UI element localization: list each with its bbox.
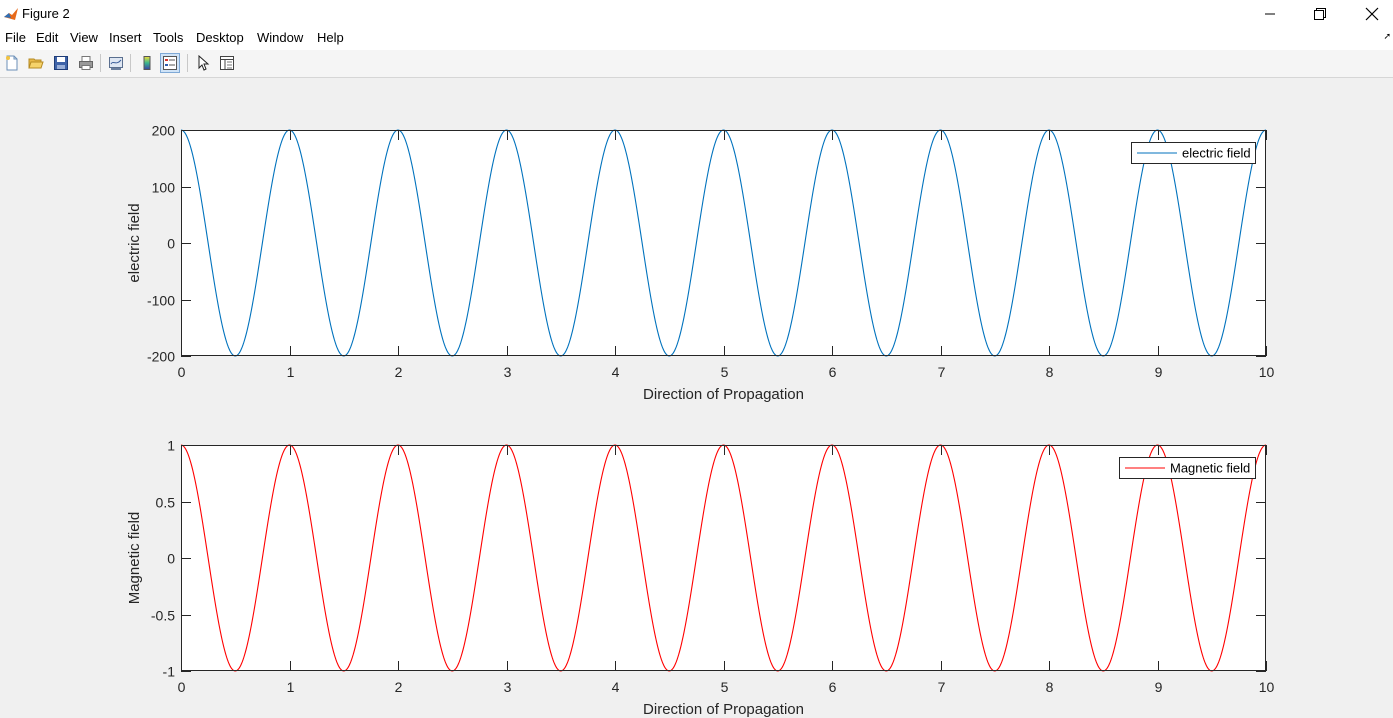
save-icon bbox=[54, 56, 68, 70]
save-button[interactable] bbox=[51, 53, 71, 73]
y-tick-label: 0.5 bbox=[156, 495, 176, 511]
menu-help[interactable]: Help bbox=[317, 30, 344, 45]
x-tick-label: 7 bbox=[938, 679, 946, 695]
toolbar-separator bbox=[100, 54, 101, 72]
property-inspector-icon bbox=[220, 56, 234, 70]
axes-2[interactable]: 0 1 2 3 4 5 6 7 8 9 10 1 0.5 0 -0.5 -1 Direction of Prop… bbox=[126, 438, 1274, 718]
y-tick-label: 200 bbox=[152, 123, 176, 139]
legend-label: Magnetic field bbox=[1170, 461, 1250, 476]
menu-window[interactable]: Window bbox=[257, 30, 304, 45]
matlab-logo-icon bbox=[4, 8, 18, 20]
x-tick-label: 0 bbox=[178, 364, 186, 380]
edit-plot-button[interactable] bbox=[193, 53, 213, 73]
insert-legend-icon bbox=[163, 56, 177, 70]
window-title: Figure 2 bbox=[22, 6, 70, 21]
x-tick-label: 2 bbox=[395, 364, 403, 380]
y-tick-label: -200 bbox=[147, 349, 175, 365]
menu-bar: File Edit View Insert Tools Desktop Wind… bbox=[0, 28, 1393, 50]
y-tick-label: 100 bbox=[152, 180, 176, 196]
insert-legend-button[interactable] bbox=[160, 53, 180, 73]
x-tick-label: 6 bbox=[829, 364, 837, 380]
y-axis-label: Magnetic field bbox=[126, 512, 143, 605]
insert-colorbar-icon bbox=[143, 56, 151, 70]
x-tick-label: 6 bbox=[829, 679, 837, 695]
x-axis-label: Direction of Propagation bbox=[643, 701, 804, 718]
y-tick-label: -0.5 bbox=[151, 608, 175, 624]
minimize-icon bbox=[1265, 13, 1275, 15]
close-button[interactable] bbox=[1349, 0, 1393, 28]
y-tick-label: 0 bbox=[167, 551, 175, 567]
axes-1[interactable]: 0 1 2 3 4 5 6 7 8 9 10 200 100 0 -100 -200 Direction of … bbox=[126, 123, 1274, 404]
dock-figure-icon[interactable]: ➚ bbox=[1383, 31, 1391, 41]
edit-plot-arrow-icon bbox=[198, 55, 210, 71]
x-tick-label: 3 bbox=[504, 364, 512, 380]
x-tick-label: 5 bbox=[721, 679, 729, 695]
print-icon bbox=[79, 56, 93, 70]
x-tick-label: 4 bbox=[612, 364, 620, 380]
legend-box bbox=[1119, 457, 1256, 479]
toolbar-separator bbox=[187, 54, 188, 72]
legend[interactable]: Magnetic field bbox=[1119, 457, 1256, 479]
axes-background bbox=[181, 445, 1266, 671]
close-icon bbox=[1365, 7, 1379, 21]
insert-colorbar-button[interactable] bbox=[137, 53, 157, 73]
minimize-button[interactable] bbox=[1247, 0, 1293, 28]
y-axis-label: electric field bbox=[126, 203, 143, 282]
y-tick-label: -100 bbox=[147, 293, 175, 309]
menu-tools[interactable]: Tools bbox=[153, 30, 184, 45]
menu-insert[interactable]: Insert bbox=[109, 30, 142, 45]
x-tick-label: 7 bbox=[938, 364, 946, 380]
x-tick-label: 1 bbox=[287, 364, 295, 380]
menu-desktop[interactable]: Desktop bbox=[196, 30, 244, 45]
x-tick-label: 1 bbox=[287, 679, 295, 695]
x-tick-label: 9 bbox=[1155, 679, 1163, 695]
legend-box bbox=[1131, 142, 1256, 164]
x-axis-label: Direction of Propagation bbox=[643, 386, 804, 403]
menu-file[interactable]: File bbox=[5, 30, 26, 45]
restore-button[interactable] bbox=[1297, 0, 1343, 28]
x-tick-label: 0 bbox=[178, 679, 186, 695]
toolbar-separator bbox=[130, 54, 131, 72]
y-tick-label: 1 bbox=[167, 438, 175, 454]
figure-canvas[interactable]: 0 1 2 3 4 5 6 7 8 9 10 200 100 0 -100 -200 Direction of … bbox=[0, 78, 1393, 718]
x-tick-label: 3 bbox=[504, 679, 512, 695]
restore-icon bbox=[1314, 8, 1326, 20]
x-tick-label: 4 bbox=[612, 679, 620, 695]
y-tick-label: 0 bbox=[167, 236, 175, 252]
print-button[interactable] bbox=[76, 53, 96, 73]
menu-edit[interactable]: Edit bbox=[36, 30, 59, 45]
legend[interactable]: electric field bbox=[1131, 142, 1256, 164]
x-tick-label: 10 bbox=[1259, 364, 1275, 380]
x-tick-label: 8 bbox=[1046, 364, 1054, 380]
figure-toolbar bbox=[0, 50, 1393, 78]
open-file-icon bbox=[28, 58, 44, 69]
x-tick-label: 9 bbox=[1155, 364, 1163, 380]
menu-view[interactable]: View bbox=[70, 30, 98, 45]
new-figure-button[interactable] bbox=[2, 53, 22, 73]
new-figure-icon bbox=[6, 55, 18, 71]
legend-label: electric field bbox=[1182, 146, 1251, 161]
x-tick-label: 8 bbox=[1046, 679, 1054, 695]
x-tick-label: 5 bbox=[721, 364, 729, 380]
property-inspector-button[interactable] bbox=[217, 53, 237, 73]
y-tick-label: -1 bbox=[163, 664, 176, 680]
title-bar: Figure 2 bbox=[0, 0, 1393, 28]
axes-background bbox=[181, 130, 1266, 356]
x-tick-label: 2 bbox=[395, 679, 403, 695]
link-plot-button[interactable] bbox=[106, 53, 126, 73]
open-file-button[interactable] bbox=[26, 53, 46, 73]
x-tick-label: 10 bbox=[1259, 679, 1275, 695]
link-plot-icon bbox=[109, 57, 123, 70]
